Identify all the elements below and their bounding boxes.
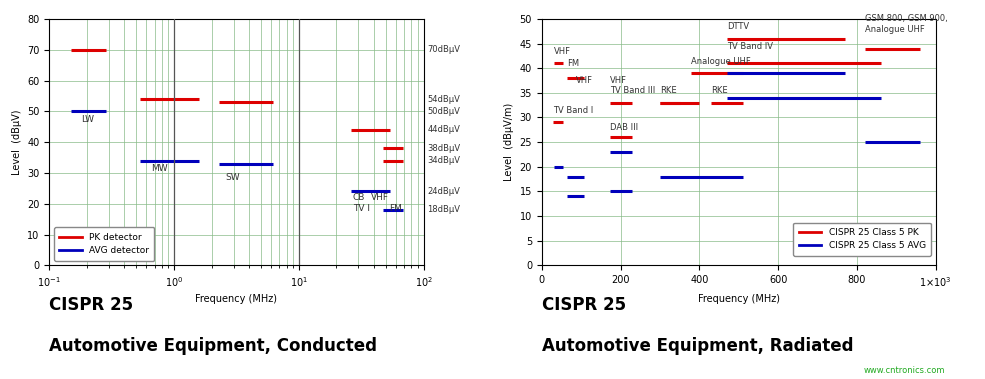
Text: Automotive Equipment, Radiated: Automotive Equipment, Radiated	[542, 337, 853, 355]
Text: 54dBμV: 54dBμV	[427, 94, 460, 103]
Text: VHF: VHF	[371, 193, 389, 202]
Text: CISPR 25: CISPR 25	[542, 296, 625, 313]
Text: 50dBμV: 50dBμV	[427, 107, 460, 116]
Text: RKE: RKE	[660, 86, 677, 95]
Text: FM: FM	[389, 204, 402, 213]
Text: GSM 800, GSM 900,
Analogue UHF: GSM 800, GSM 900, Analogue UHF	[865, 14, 948, 34]
Text: 38dBμV: 38dBμV	[427, 144, 460, 153]
Text: 70dBμV: 70dBμV	[427, 45, 460, 54]
Text: LW: LW	[81, 115, 95, 124]
Text: 18dBμV: 18dBμV	[427, 205, 460, 215]
Text: DTTV: DTTV	[727, 22, 749, 31]
Text: Analogue UHF: Analogue UHF	[691, 57, 752, 66]
Text: TV Band I: TV Band I	[553, 106, 593, 115]
X-axis label: Frequency (MHz): Frequency (MHz)	[195, 294, 278, 304]
Text: 24dBμV: 24dBμV	[427, 187, 460, 196]
Text: CB: CB	[353, 193, 365, 202]
Text: VHF: VHF	[554, 47, 570, 56]
Y-axis label: Level  (dBμV): Level (dBμV)	[12, 110, 22, 175]
X-axis label: Frequency (MHz): Frequency (MHz)	[697, 294, 780, 304]
Text: RKE: RKE	[711, 86, 728, 95]
Y-axis label: Level  (dBμV/m): Level (dBμV/m)	[504, 103, 514, 181]
Legend: PK detector, AVG detector: PK detector, AVG detector	[54, 227, 155, 261]
Text: TV I: TV I	[353, 204, 369, 213]
Text: TV Band III: TV Band III	[611, 86, 656, 95]
Text: CISPR 25: CISPR 25	[49, 296, 133, 313]
Text: Automotive Equipment, Conducted: Automotive Equipment, Conducted	[49, 337, 377, 355]
Text: FM: FM	[567, 59, 579, 68]
Text: VHF: VHF	[611, 77, 627, 86]
Text: VHF: VHF	[576, 77, 593, 86]
Text: 34dBμV: 34dBμV	[427, 156, 460, 165]
Text: DAB III: DAB III	[611, 123, 638, 132]
Text: MW: MW	[151, 164, 167, 173]
Text: www.cntronics.com: www.cntronics.com	[864, 366, 946, 375]
Text: 44dBμV: 44dBμV	[427, 125, 460, 134]
Text: SW: SW	[226, 173, 240, 182]
Legend: CISPR 25 Class 5 PK, CISPR 25 Class 5 AVG: CISPR 25 Class 5 PK, CISPR 25 Class 5 AV…	[794, 222, 931, 256]
Text: TV Band IV: TV Band IV	[727, 42, 773, 51]
